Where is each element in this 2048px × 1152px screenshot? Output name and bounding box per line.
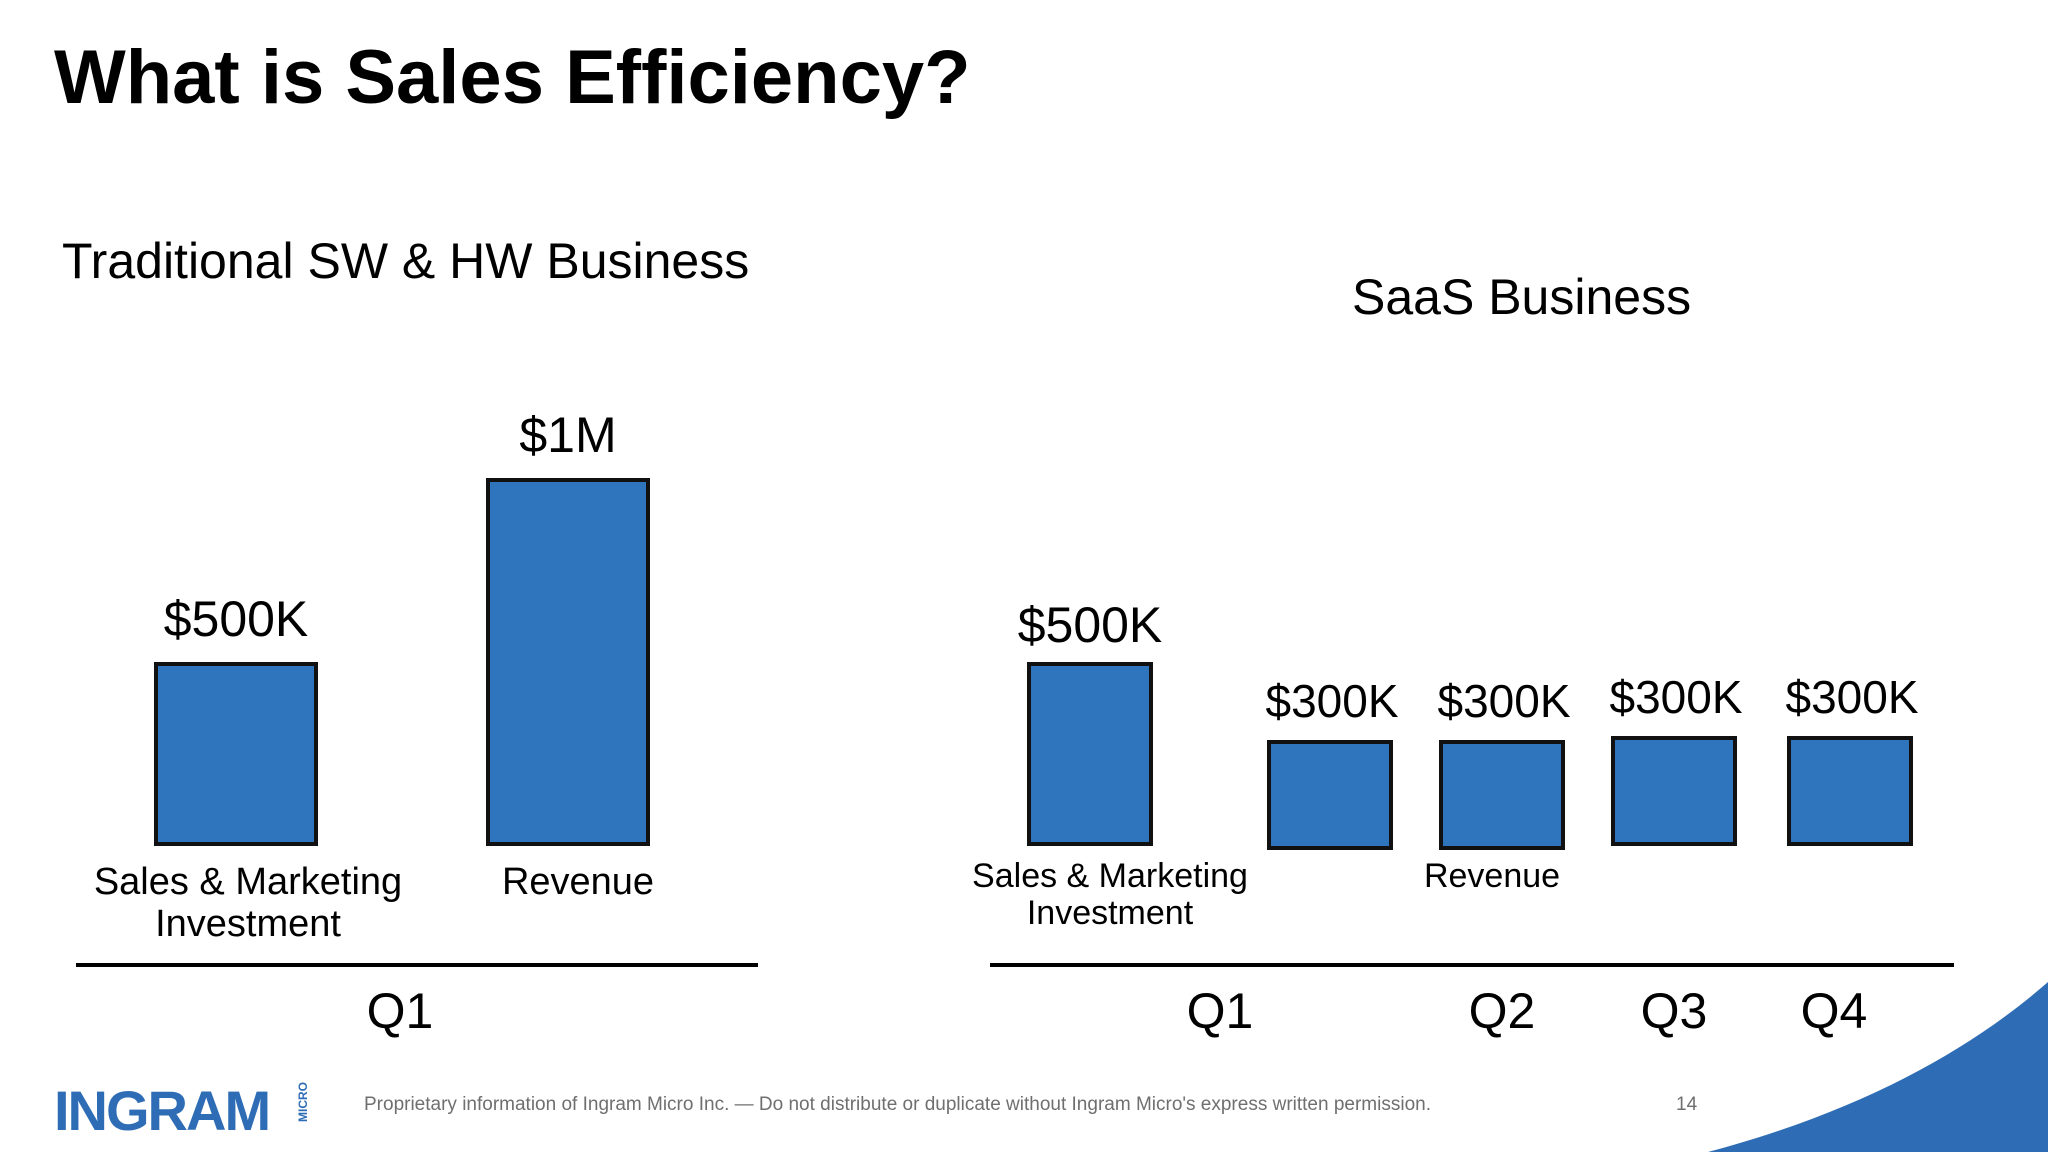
right-category-investment-line1: Sales & Marketing — [972, 857, 1248, 895]
right-baseline — [990, 963, 1954, 967]
left-category-investment-line2: Investment — [155, 902, 341, 945]
slide-title: What is Sales Efficiency? — [54, 35, 971, 120]
right-value-label-revenue-q1: $300K — [1265, 674, 1399, 727]
right-category-investment: Sales & Marketing Investment — [972, 857, 1248, 933]
right-quarter-q1: Q1 — [1186, 983, 1254, 1039]
right-bar-revenue-q1 — [1267, 739, 1393, 850]
footer-disclaimer: Proprietary information of Ingram Micro … — [364, 1094, 1431, 1115]
right-value-label-investment: $500K — [1017, 597, 1163, 653]
right-value-label-revenue-q4: $300K — [1785, 670, 1919, 723]
corner-swoosh-decoration — [1708, 982, 2048, 1152]
left-bar-revenue — [486, 478, 650, 846]
left-bar-investment — [154, 662, 318, 846]
right-quarter-q4: Q4 — [1800, 983, 1868, 1039]
left-quarter-q1: Q1 — [366, 983, 434, 1039]
left-baseline — [76, 963, 758, 967]
left-value-label-investment: $500K — [163, 591, 309, 647]
logo-subtext: MICRO — [296, 1082, 310, 1122]
left-category-revenue: Revenue — [501, 861, 655, 903]
right-category-investment-line2: Investment — [1026, 894, 1194, 933]
right-bar-revenue-q3 — [1611, 735, 1737, 846]
right-value-label-revenue-q2: $300K — [1437, 674, 1571, 727]
left-chart-title: Traditional SW & HW Business — [62, 233, 750, 289]
right-bar-investment — [1027, 662, 1153, 846]
right-category-revenue: Revenue — [1423, 857, 1561, 895]
page-number: 14 — [1676, 1094, 1698, 1115]
left-value-label-revenue: $1M — [519, 407, 617, 463]
left-category-investment: Sales & Marketing Investment — [93, 861, 403, 946]
right-value-label-revenue-q3: $300K — [1609, 670, 1743, 723]
right-chart-title: SaaS Business — [1352, 269, 1692, 325]
right-quarter-q2: Q2 — [1468, 983, 1536, 1039]
ingram-micro-logo: INGRAM — [54, 1079, 271, 1142]
right-quarter-q3: Q3 — [1640, 983, 1708, 1039]
right-bar-revenue-q4 — [1787, 735, 1913, 846]
left-category-investment-line1: Sales & Marketing — [93, 861, 403, 903]
right-bar-revenue-q2 — [1439, 739, 1565, 850]
swoosh-shape — [1708, 982, 2048, 1152]
